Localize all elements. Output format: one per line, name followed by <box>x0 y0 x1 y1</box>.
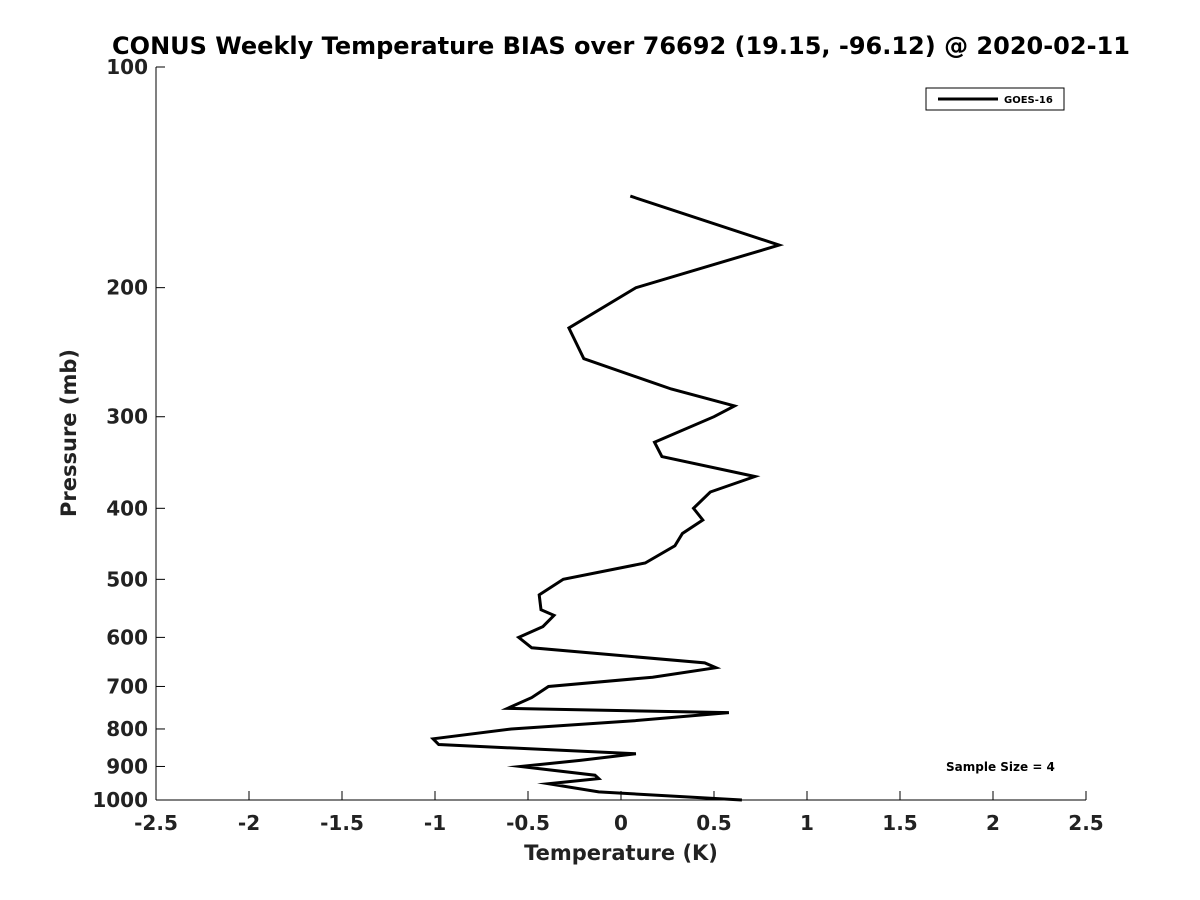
x-tick-label: -1 <box>424 811 446 835</box>
x-tick-label: -1.5 <box>320 811 364 835</box>
y-tick-label: 800 <box>106 717 148 741</box>
x-tick-label: 1.5 <box>882 811 917 835</box>
y-axis-label: Pressure (mb) <box>57 349 81 517</box>
series-layer <box>429 194 785 802</box>
y-axis-ticks: 100 200 300 400 500 600 700 800 900 1000 <box>92 55 165 812</box>
series-line-goes-16 <box>429 194 785 802</box>
x-tick-label: 0 <box>614 811 628 835</box>
y-tick-label: 900 <box>106 754 148 778</box>
sample-size-annotation: Sample Size = 4 <box>946 760 1055 774</box>
chart-title: CONUS Weekly Temperature BIAS over 76692… <box>112 32 1130 60</box>
y-tick-label: 700 <box>106 674 148 698</box>
y-tick-label: 400 <box>106 496 148 520</box>
y-tick-label: 600 <box>106 625 148 649</box>
y-tick-label: 100 <box>106 55 148 79</box>
y-tick-label: 1000 <box>92 788 148 812</box>
x-tick-label: 0.5 <box>696 811 731 835</box>
y-tick-label: 200 <box>106 276 148 300</box>
x-tick-label: 2 <box>986 811 1000 835</box>
x-axis-label: Temperature (K) <box>524 841 718 865</box>
legend: GOES-16 <box>925 87 1065 111</box>
x-tick-label: -2.5 <box>134 811 178 835</box>
x-tick-label: -2 <box>238 811 260 835</box>
x-axis-ticks: -2.5 -2 -1.5 -1 -0.5 0 0.5 1 1.5 2 2.5 <box>134 791 1104 835</box>
x-tick-label: -0.5 <box>506 811 550 835</box>
x-tick-label: 1 <box>800 811 814 835</box>
x-tick-label: 2.5 <box>1068 811 1103 835</box>
legend-label: GOES-16 <box>1004 95 1053 106</box>
y-tick-label: 300 <box>106 405 148 429</box>
y-tick-label: 500 <box>106 567 148 591</box>
